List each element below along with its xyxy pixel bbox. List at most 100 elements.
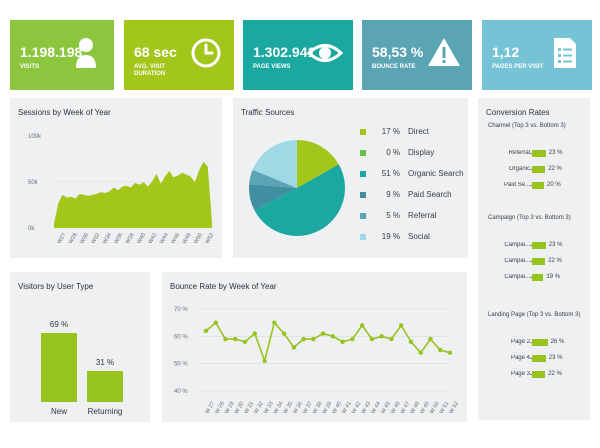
conversion-value: 23 % [548,355,563,361]
kpi-tile-page-views: 1.302.941 PAGE VIEWS [243,20,353,90]
x-tick-label: W30 [79,232,90,245]
axis-tick [530,169,532,170]
kpi-label: PAGE VIEWS [253,64,291,70]
x-tick-label: W 49 [419,401,431,415]
x-tick-label: W50 [193,232,204,245]
bounce-point [242,339,248,344]
bounce-point [311,336,316,342]
bounce-point [233,336,238,342]
x-tick-label: W 38 [312,401,324,415]
conversion-value: 20 % [547,182,561,188]
bounce-point [438,347,443,353]
conversion-row: Campai... 22 % [478,257,588,267]
bounce-line [205,321,451,364]
legend-swatch [360,192,366,198]
x-tick-label: W 33 [263,401,275,415]
x-tick-label: W 48 [409,401,421,415]
x-tick-label: W 37 [302,401,314,415]
bounce-point [379,334,384,339]
sessions-area [54,161,212,228]
warning-icon [426,34,462,74]
bounce-point [359,323,365,328]
conversion-row: Organic 22 % [478,165,588,175]
legend-percent: 51 % [381,169,400,178]
legend-swatch [360,129,366,135]
kpi-tile-pages-per-visit: 1,12 PAGES PER VISIT [482,20,592,90]
legend-swatch [360,213,366,219]
axis-tick [530,342,532,343]
legend-name: Direct [408,127,429,136]
x-tick-label: W44 [159,232,170,245]
conversion-bar [532,274,544,281]
conversion-row-label: Page 4 [510,355,530,361]
traffic-pie-chart [249,140,345,236]
conversion-bar [532,371,546,378]
conversion-row-label: Paid Se... [503,182,530,188]
conversion-row-label: Page 2 [510,339,530,345]
x-tick-label: W 40 [331,401,343,415]
x-tick-label: W 46 [390,401,402,415]
conversion-row-label: Organic [508,166,530,172]
conversion-value: 22 % [548,371,562,377]
conversion-bar [532,182,544,189]
legend-percent: 17 % [381,127,400,136]
kpi-label: PAGES PER VISIT [492,64,544,70]
pie-slice-social [252,140,297,188]
bounce-point [291,345,297,350]
conversion-value: 23 % [548,150,563,156]
kpi-tile-visits: 1.198.198 VISITS [10,20,114,90]
x-tick-label: W 51 [439,401,451,415]
kpi-tile-bounce-rate: 58,53 % BOUNCE RATE [362,20,472,90]
legend-name: Referral [408,211,437,220]
kpi-tile-avg-visit: 68 sec AVG. VISIT DURATION [124,20,234,90]
bounce-panel: Bounce Rate by Week of Year 70 % 60 % 50 %… [162,272,467,422]
bar-category-label: New [51,407,67,416]
axis-tick [530,277,532,278]
y-tick-label: 40 % [174,389,188,395]
bounce-point [408,339,414,344]
kpi-label: VISITS [20,64,40,70]
bounce-point [213,320,218,325]
x-tick-label: W52 [205,232,216,245]
bounce-point [262,358,267,364]
bar-value-label: 31 % [96,358,114,367]
x-tick-label: W 32 [253,401,265,415]
y-tick-label: 70 % [174,307,188,313]
x-tick-label: W32 [91,232,102,245]
conversion-bar [532,355,546,362]
conversion-bar [532,166,546,173]
bounce-point [223,336,228,342]
y-tick-label: 50k [28,180,39,186]
x-tick-label: W 43 [361,401,373,415]
bounce-point [320,331,326,336]
pie-slice-paid-search [249,184,297,211]
bounce-title: Bounce Rate by Week of Year [170,282,277,291]
x-tick-label: W 41 [341,401,353,415]
conversion-row: Paid Se... 20 % [478,181,588,191]
legend-swatch [360,234,366,240]
x-tick-label: W 28 [214,401,226,415]
kpi-value: 68 sec [134,44,177,60]
conversion-value: 22 % [548,166,562,172]
axis-tick [530,245,532,246]
visitors-panel: Visitors by User Type 69 % New 31 % Returni… [10,272,150,422]
conversion-section-title: Campaign (Top 3 vs. Bottom 3) [488,215,571,221]
conversion-row: Campai... 23 % [478,241,588,251]
conversion-row-label: Campai... [504,242,530,248]
bounce-point [252,331,257,336]
bounce-point [330,334,336,339]
x-tick-label: W 27 [205,401,217,415]
conversion-row-label: Campai... [504,274,530,280]
x-tick-label: W 36 [292,401,304,415]
legend-swatch [360,171,366,177]
x-tick-label: W28 [68,232,79,245]
bounce-point [369,336,375,342]
axis-tick [530,261,532,262]
bounce-chart: 70 % 60 % 50 % 40 % W 27W 28W 29W 30W 31W 32… [174,307,460,415]
conversion-title: Conversion Rates [486,108,550,117]
pie-slice-referral [249,169,297,188]
x-tick-label: W 31 [244,401,256,415]
x-tick-label: W36 [113,232,124,245]
bounce-point [389,336,394,342]
bounce-point [281,331,287,336]
